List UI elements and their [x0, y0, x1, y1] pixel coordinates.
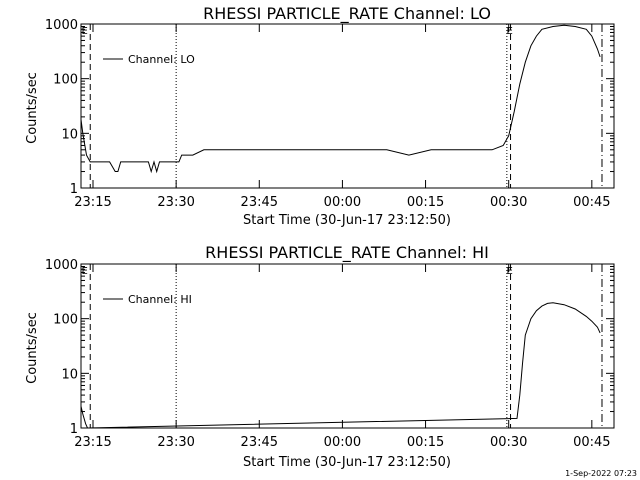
series-line-lo	[80, 24, 601, 174]
x-tick-label: 00:30	[490, 435, 527, 450]
y-axis-label-hi: Counts/sec	[25, 312, 40, 384]
x-tick-label: 23:30	[157, 195, 194, 210]
x-tick-label: 00:15	[407, 435, 444, 450]
y-tick-label: 10	[61, 127, 78, 142]
x-tick-label: 23:30	[157, 435, 194, 450]
chart-title-hi: RHESSI PARTICLE_RATE Channel: HI	[205, 243, 489, 263]
x-axis-label-lo: Start Time (30-Jun-17 23:12:50)	[243, 213, 451, 228]
x-tick-label: 00:45	[573, 435, 610, 450]
event-marker: E	[506, 26, 512, 37]
y-tick-label: 100	[53, 313, 78, 328]
y-tick-label: 1000	[45, 258, 78, 273]
y-tick-label: 1000	[45, 18, 78, 33]
y-tick-label: 1	[70, 182, 78, 197]
x-tick-label: 23:45	[241, 435, 278, 450]
x-tick-label: 00:30	[490, 195, 527, 210]
x-tick-label: 00:45	[573, 195, 610, 210]
x-tick-label: 23:15	[74, 435, 111, 450]
x-tick-label: 23:45	[241, 195, 278, 210]
x-tick-label: 00:15	[407, 195, 444, 210]
event-marker: E	[82, 26, 88, 37]
event-marker: E	[506, 266, 512, 277]
legend-label-lo: Channel: LO	[128, 53, 195, 66]
timestamp: 1-Sep-2022 07:23	[565, 469, 637, 478]
plot-frame-hi	[80, 263, 615, 429]
x-axis-label-hi: Start Time (30-Jun-17 23:12:50)	[243, 455, 451, 470]
y-axis-label-lo: Counts/sec	[25, 72, 40, 144]
legend-label-hi: Channel: HI	[128, 293, 192, 306]
y-tick-label: 1	[70, 422, 78, 437]
x-tick-label: 00:00	[324, 195, 361, 210]
plot-frame-lo	[80, 23, 615, 189]
x-tick-label: 23:15	[74, 195, 111, 210]
y-tick-label: 100	[53, 73, 78, 88]
chart-title-lo: RHESSI PARTICLE_RATE Channel: LO	[203, 4, 491, 24]
event-marker: E	[82, 266, 88, 277]
y-tick-label: 10	[61, 367, 78, 382]
series-line-hi	[80, 302, 601, 429]
x-tick-label: 00:00	[324, 435, 361, 450]
